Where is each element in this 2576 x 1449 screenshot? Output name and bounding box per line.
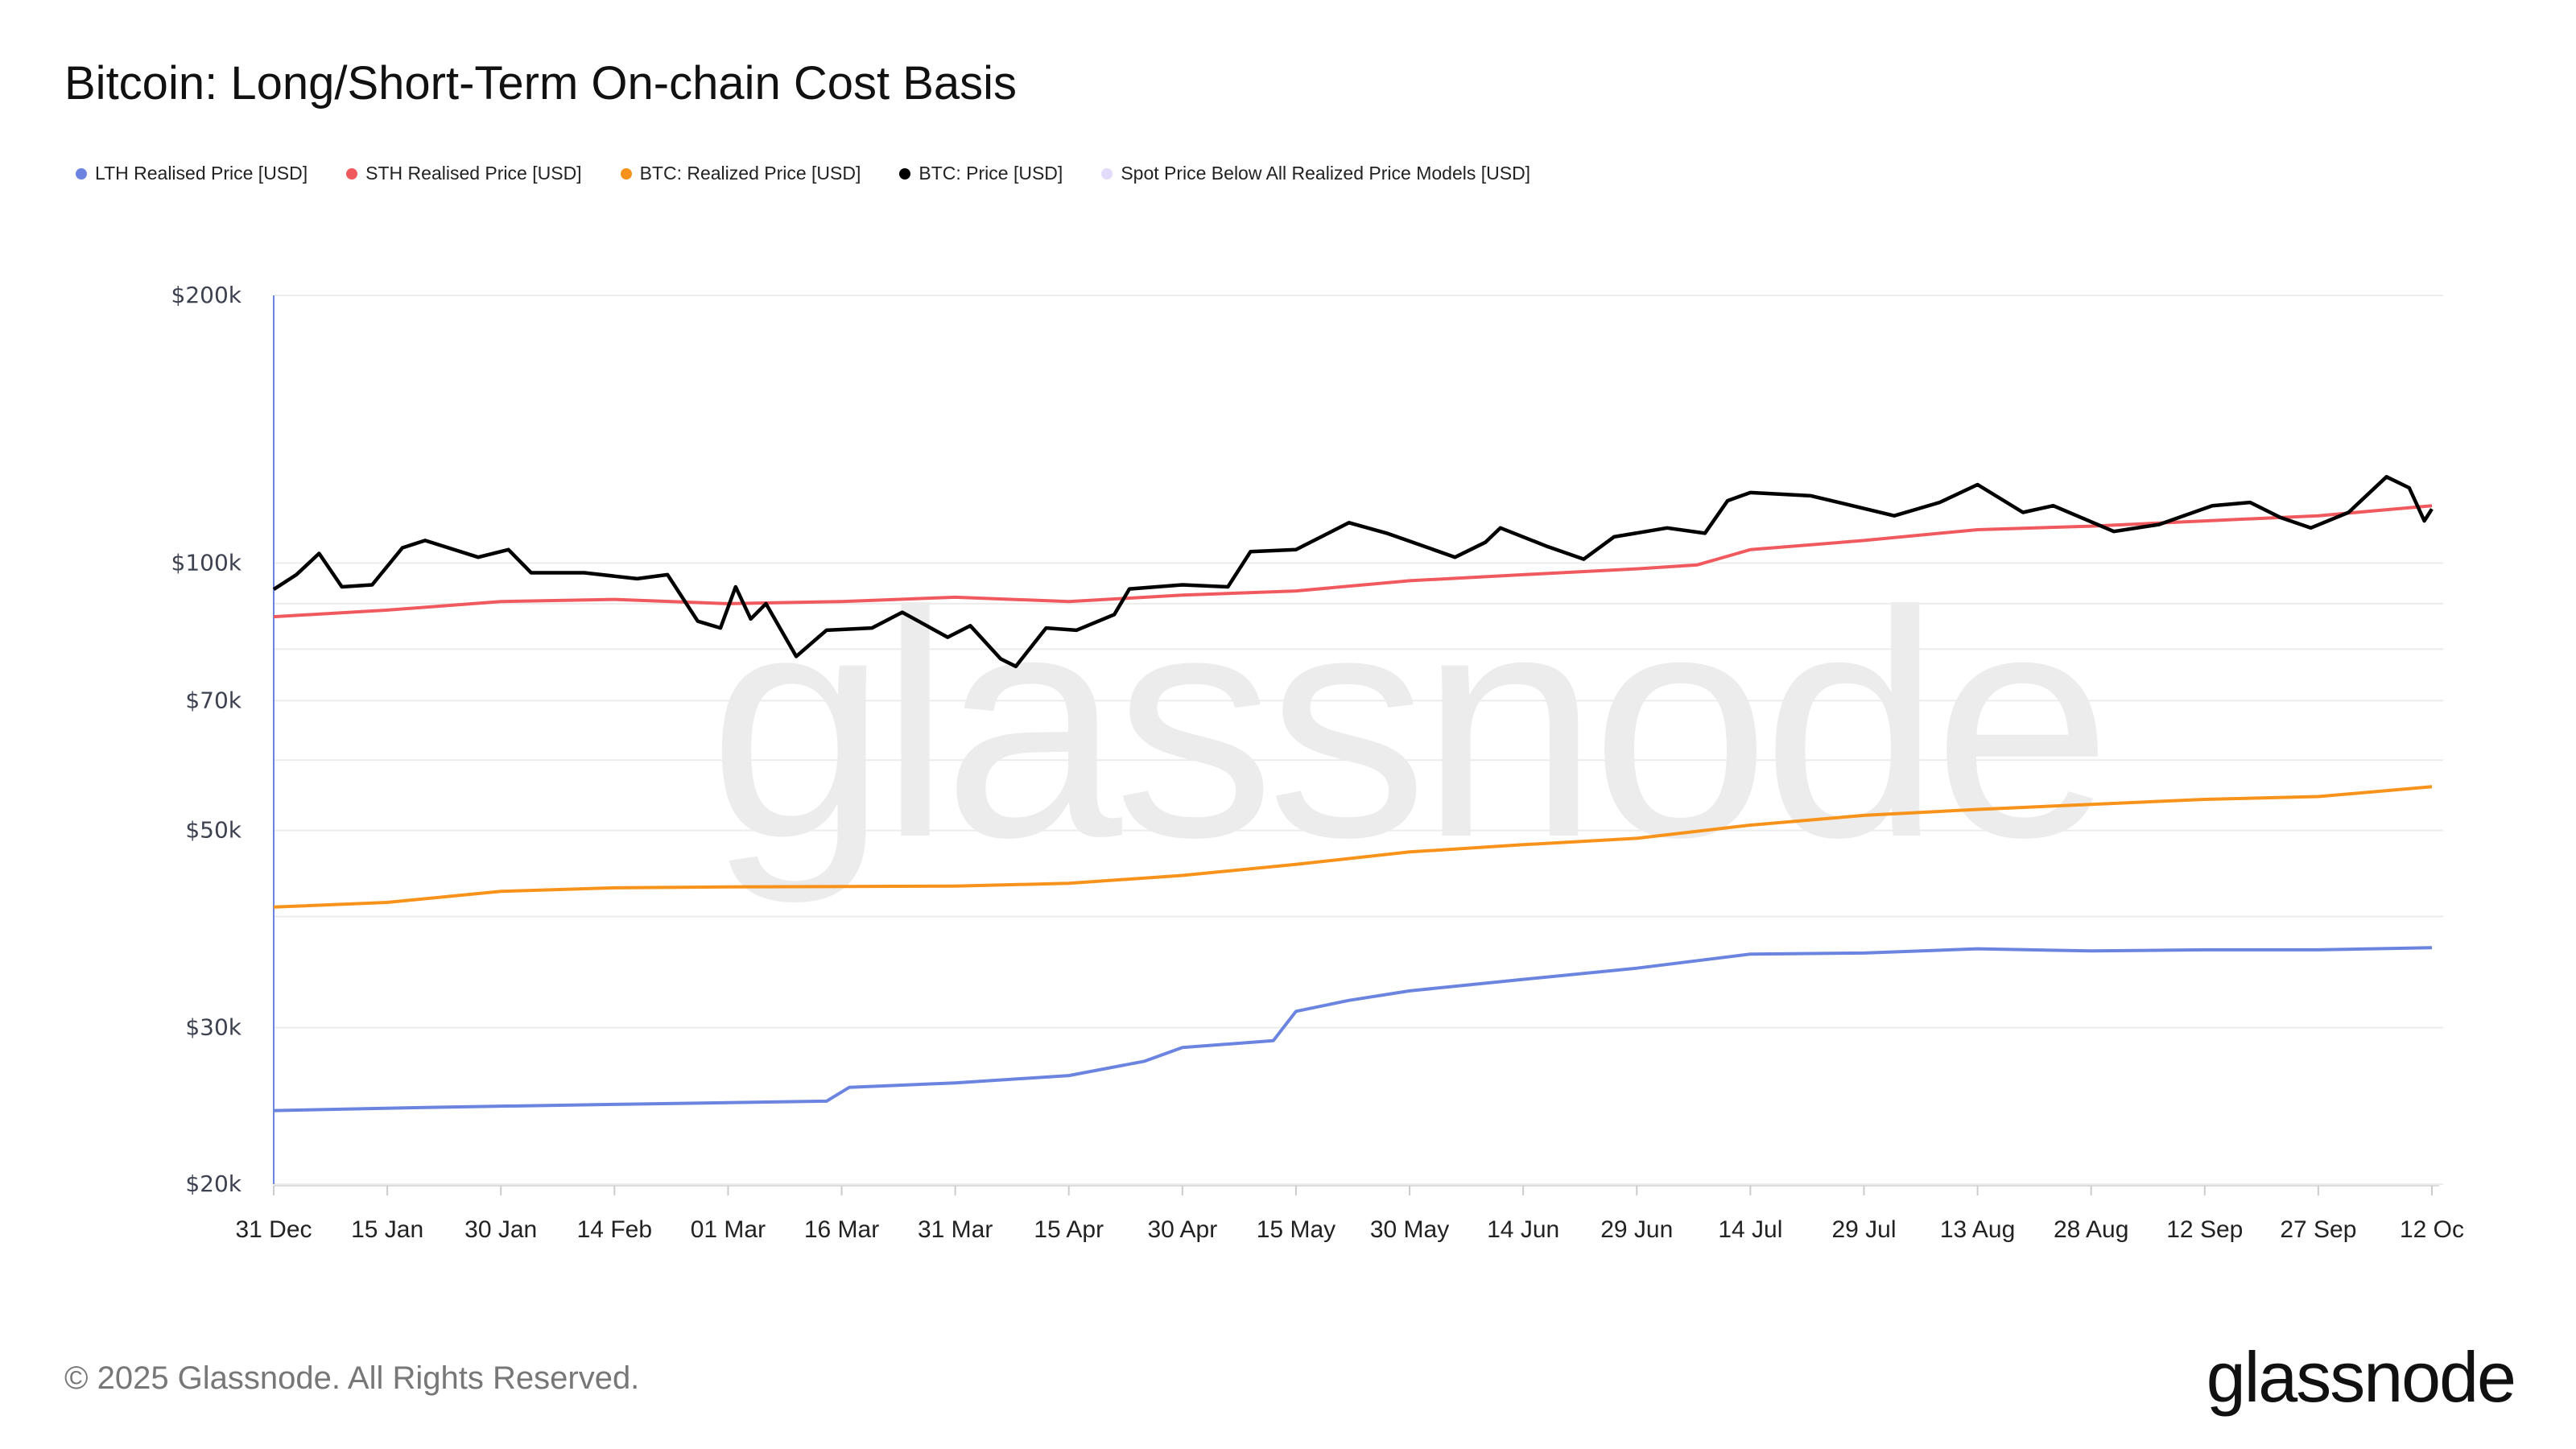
watermark: glassnode xyxy=(708,544,2112,904)
x-tick-label: 15 Jan xyxy=(351,1216,423,1243)
legend-label: LTH Realised Price [USD] xyxy=(95,163,308,184)
x-tick-label: 01 Mar xyxy=(691,1216,766,1243)
legend-label: Spot Price Below All Realized Price Mode… xyxy=(1121,163,1531,184)
y-tick-label: $100k xyxy=(171,549,242,576)
x-tick-label: 14 Jun xyxy=(1487,1216,1559,1243)
legend-label: BTC: Price [USD] xyxy=(919,163,1063,184)
y-tick-label: $20k xyxy=(185,1170,242,1197)
x-tick-label: 29 Jul xyxy=(1831,1216,1896,1243)
x-tick-label: 31 Dec xyxy=(235,1216,312,1243)
legend-dot-icon xyxy=(346,167,358,180)
legend: LTH Realised Price [USD] STH Realised Pri… xyxy=(76,163,1530,184)
series-line-2 xyxy=(273,785,2433,909)
chart-title: Bitcoin: Long/Short-Term On-chain Cost B… xyxy=(64,57,1018,109)
legend-label: STH Realised Price [USD] xyxy=(365,163,582,184)
x-tick-label: 14 Jul xyxy=(1718,1216,1782,1243)
glassnode-logo: glassnode xyxy=(2206,1337,2516,1417)
x-tick-label: 28 Aug xyxy=(2054,1216,2128,1243)
legend-item[interactable]: BTC: Realized Price [USD] xyxy=(620,163,861,184)
legend-label: BTC: Realized Price [USD] xyxy=(639,163,861,184)
x-tick-label: 29 Jun xyxy=(1600,1216,1673,1243)
x-tick-label: 31 Mar xyxy=(918,1216,993,1243)
legend-dot-icon xyxy=(899,167,911,180)
legend-dot-icon xyxy=(620,167,632,180)
x-tick-label: 30 May xyxy=(1370,1216,1449,1243)
x-tick-label: 15 Apr xyxy=(1034,1216,1104,1243)
legend-dot-icon xyxy=(76,167,87,180)
series-line-0 xyxy=(273,946,2433,1113)
x-tick-label: 30 Apr xyxy=(1147,1216,1217,1243)
x-tick-label: 13 Aug xyxy=(1940,1216,2015,1243)
y-tick-label: $200k xyxy=(171,282,242,308)
x-tick-label: 15 May xyxy=(1257,1216,1335,1243)
copyright: © 2025 Glassnode. All Rights Reserved. xyxy=(64,1360,640,1396)
x-tick-label: 12 Oc xyxy=(2400,1216,2464,1243)
series-line-3 xyxy=(272,475,2434,669)
legend-item[interactable]: Spot Price Below All Realized Price Mode… xyxy=(1101,163,1530,184)
legend-item[interactable]: LTH Realised Price [USD] xyxy=(76,163,308,184)
x-tick-label: 14 Feb xyxy=(577,1216,652,1243)
y-tick-label: $50k xyxy=(185,817,242,844)
x-tick-label: 12 Sep xyxy=(2166,1216,2243,1243)
y-tick-label: $70k xyxy=(185,687,242,713)
series-line-1 xyxy=(273,504,2433,619)
legend-item[interactable]: BTC: Price [USD] xyxy=(899,163,1063,184)
x-tick-label: 30 Jan xyxy=(464,1216,537,1243)
y-tick-label: $30k xyxy=(185,1014,242,1041)
legend-item[interactable]: STH Realised Price [USD] xyxy=(346,163,582,184)
x-tick-label: 16 Mar xyxy=(804,1216,879,1243)
x-tick-label: 27 Sep xyxy=(2280,1216,2356,1243)
legend-dot-icon xyxy=(1101,167,1113,180)
